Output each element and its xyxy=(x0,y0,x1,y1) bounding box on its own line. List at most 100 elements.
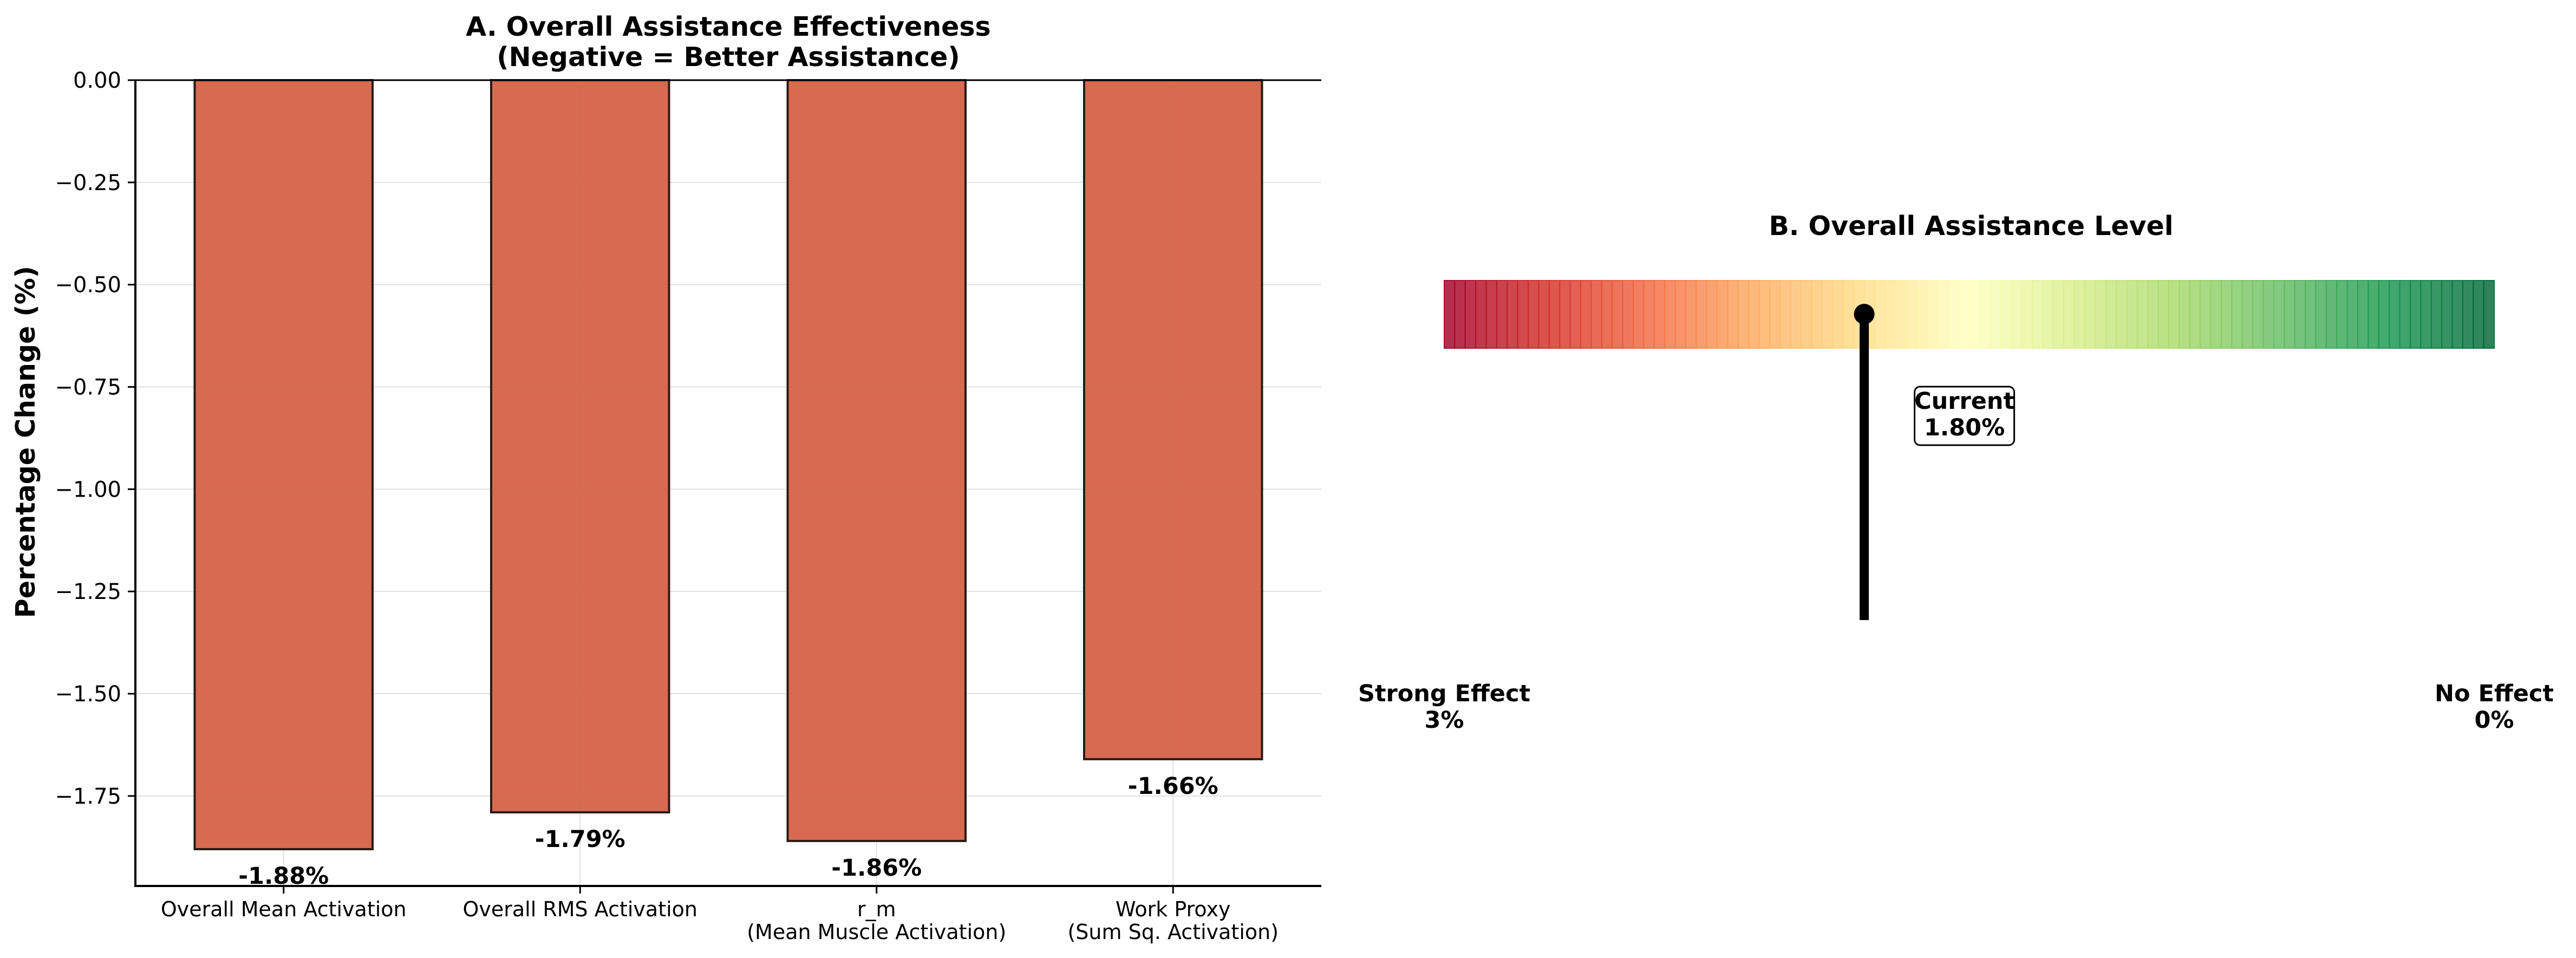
gauge-segment xyxy=(2430,280,2443,349)
gauge-panel: B. Overall Assistance Level Current1.80%… xyxy=(1358,211,2554,734)
gauge-segment xyxy=(2357,280,2369,349)
y-tick-label: −1.25 xyxy=(55,579,121,604)
gauge-segment xyxy=(2273,280,2285,349)
gauge-segment xyxy=(1758,280,1771,349)
gauge-needle xyxy=(1854,304,1875,620)
bar-value-label: -1.86% xyxy=(831,855,922,882)
gauge-segment xyxy=(2073,280,2085,349)
scale-min-value: 3% xyxy=(1424,707,1464,734)
gauge-segment xyxy=(1601,280,1613,349)
gauge-segment xyxy=(2294,280,2306,349)
gauge-segment xyxy=(1528,280,1540,349)
gauge-segment xyxy=(1968,280,1980,349)
gauge-segment xyxy=(1569,280,1582,349)
gauge-title: B. Overall Assistance Level xyxy=(1769,211,2173,242)
bar-chart-axes xyxy=(134,79,1321,887)
gauge-segment xyxy=(2042,280,2054,349)
y-tick-label: 0.00 xyxy=(73,68,121,93)
gauge-segment xyxy=(2304,280,2317,349)
x-tick-label: Overall Mean Activation xyxy=(161,897,407,921)
gauge-segment xyxy=(1475,280,1487,349)
y-tick-label: −1.75 xyxy=(55,784,121,809)
gauge-segment xyxy=(1822,280,1834,349)
gauge-color-scale xyxy=(1444,280,2495,349)
scale-max-value: 0% xyxy=(2474,707,2514,734)
gauge-segment xyxy=(2105,280,2117,349)
gauge-segment xyxy=(1811,280,1823,349)
gauge-segment xyxy=(2451,280,2463,349)
y-tick-label: −1.50 xyxy=(55,682,121,707)
gauge-segment xyxy=(2473,280,2484,349)
gauge-segment xyxy=(2368,280,2379,349)
gauge-segment xyxy=(1464,280,1477,349)
gauge-segment xyxy=(2115,280,2128,349)
scale-max-label: No Effect xyxy=(2435,680,2554,707)
gauge-segment xyxy=(2063,280,2075,349)
gauge-segment xyxy=(1653,280,1666,349)
bar-chart-subtitle: (Negative = Better Assistance) xyxy=(497,42,960,73)
y-axis-label: Percentage Change (%) xyxy=(10,266,41,618)
y-tick-label: −0.50 xyxy=(55,273,121,298)
gauge-segment xyxy=(1664,280,1676,349)
gauge-segment xyxy=(2210,280,2222,349)
gauge-segment xyxy=(1906,280,1918,349)
x-tick-label: Work Proxy xyxy=(1116,897,1230,921)
gauge-segment xyxy=(1590,280,1602,349)
gauge-segment xyxy=(1842,280,1855,349)
gauge-segment xyxy=(2126,280,2138,349)
current-label-box xyxy=(1914,386,2016,446)
gauge-segment xyxy=(2409,280,2422,349)
gauge-segment xyxy=(1695,280,1707,349)
gauge-segment xyxy=(2315,280,2327,349)
gauge-segment xyxy=(2136,280,2149,349)
bar-chart-y-ticks: 0.00 −0.25 −0.50 −0.75 −1.00 −1.25 −1.50 −1.75 xyxy=(55,68,135,809)
gauge-segment xyxy=(1769,280,1781,349)
bar-chart-bars xyxy=(193,79,1263,851)
x-tick-label: Overall RMS Activation xyxy=(462,897,697,921)
gauge-segment xyxy=(1444,280,1456,349)
gauge-segment xyxy=(2325,280,2338,349)
gauge-segment xyxy=(1622,280,1634,349)
gauge-segment xyxy=(1884,280,1896,349)
bar xyxy=(786,79,967,842)
gauge-segment xyxy=(1832,280,1844,349)
gauge-segment xyxy=(2168,280,2180,349)
gauge-segment xyxy=(2241,280,2254,349)
gauge-segment xyxy=(1559,280,1571,349)
current-value-text: 1.80% xyxy=(1924,414,2005,441)
gauge-segment xyxy=(1538,280,1550,349)
bar-chart-title: A. Overall Assistance Effectiveness xyxy=(466,11,990,42)
gauge-segment xyxy=(1517,280,1529,349)
gauge-segment xyxy=(2284,280,2295,349)
y-tick-label: −0.25 xyxy=(55,171,121,195)
gauge-segment xyxy=(2346,280,2358,349)
gauge-segment xyxy=(1717,280,1729,349)
gauge-segment xyxy=(1990,280,2001,349)
gauge-segment xyxy=(1947,280,1960,349)
gauge-segment xyxy=(1748,280,1760,349)
gauge-segment xyxy=(2189,280,2201,349)
gauge-segment xyxy=(2336,280,2348,349)
gauge-segment xyxy=(1727,280,1739,349)
gauge-segment xyxy=(1706,280,1718,349)
gauge-segment xyxy=(2052,280,2065,349)
gauge-segment xyxy=(2084,280,2096,349)
bar xyxy=(193,79,374,851)
gauge-segment xyxy=(2462,280,2474,349)
gauge-segment xyxy=(1737,280,1750,349)
gauge-segment xyxy=(1612,280,1623,349)
gauge-segment xyxy=(1958,280,1970,349)
gauge-segment xyxy=(2157,280,2169,349)
y-tick-label: −1.00 xyxy=(55,477,121,502)
gauge-segment xyxy=(2389,280,2401,349)
scale-min-label: Strong Effect xyxy=(1358,680,1530,707)
gauge-segment xyxy=(2378,280,2390,349)
bar-value-label: -1.66% xyxy=(1128,773,1218,800)
gauge-segment xyxy=(1979,280,1991,349)
x-tick-label: r_m xyxy=(857,897,896,921)
gauge-segment xyxy=(1454,280,1466,349)
x-tick-label: (Mean Muscle Activation) xyxy=(747,920,1006,944)
